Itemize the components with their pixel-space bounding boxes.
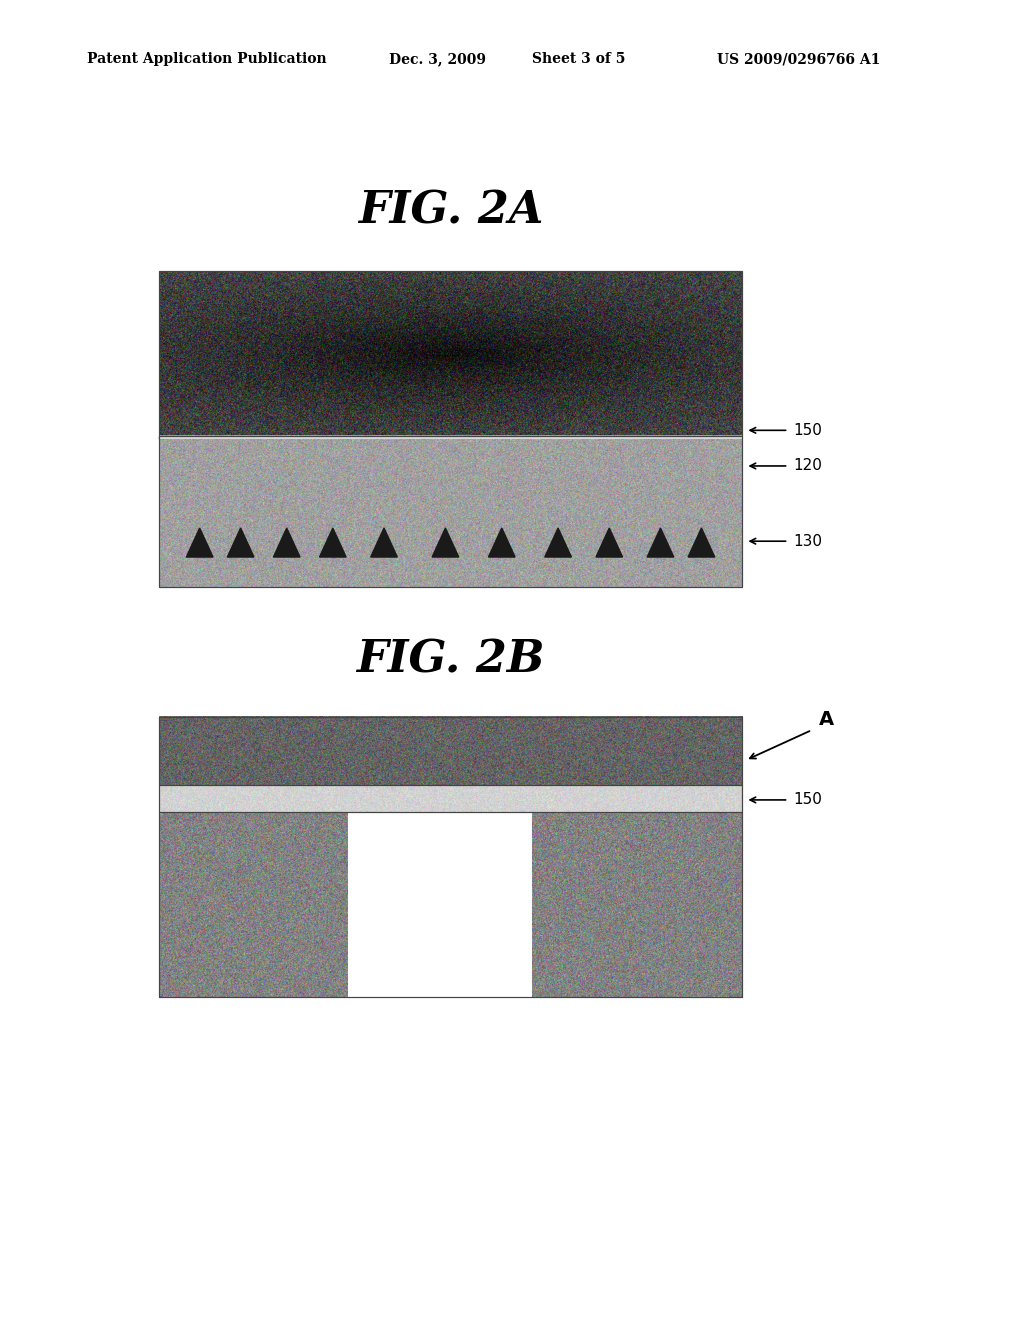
- Polygon shape: [647, 528, 674, 557]
- Text: Sheet 3 of 5: Sheet 3 of 5: [532, 53, 626, 66]
- Text: 130: 130: [794, 533, 822, 549]
- Polygon shape: [488, 528, 515, 557]
- Text: 120: 120: [794, 458, 822, 474]
- Text: Dec. 3, 2009: Dec. 3, 2009: [389, 53, 486, 66]
- Text: FIG. 2B: FIG. 2B: [356, 639, 545, 681]
- Text: A: A: [819, 710, 835, 729]
- Bar: [159, 717, 742, 785]
- Bar: [159, 271, 742, 587]
- Bar: [159, 785, 742, 812]
- Text: US 2009/0296766 A1: US 2009/0296766 A1: [717, 53, 881, 66]
- Polygon shape: [596, 528, 623, 557]
- Bar: [348, 812, 532, 997]
- Text: Patent Application Publication: Patent Application Publication: [87, 53, 327, 66]
- Polygon shape: [319, 528, 346, 557]
- Bar: [159, 436, 742, 587]
- Polygon shape: [545, 528, 571, 557]
- Polygon shape: [371, 528, 397, 557]
- Polygon shape: [688, 528, 715, 557]
- Polygon shape: [227, 528, 254, 557]
- Text: 150: 150: [794, 792, 822, 808]
- Bar: [159, 271, 742, 436]
- Text: FIG. 2A: FIG. 2A: [357, 190, 544, 232]
- Polygon shape: [432, 528, 459, 557]
- Polygon shape: [186, 528, 213, 557]
- Bar: [159, 717, 742, 997]
- Polygon shape: [273, 528, 300, 557]
- Text: 150: 150: [794, 422, 822, 438]
- Bar: [159, 812, 742, 997]
